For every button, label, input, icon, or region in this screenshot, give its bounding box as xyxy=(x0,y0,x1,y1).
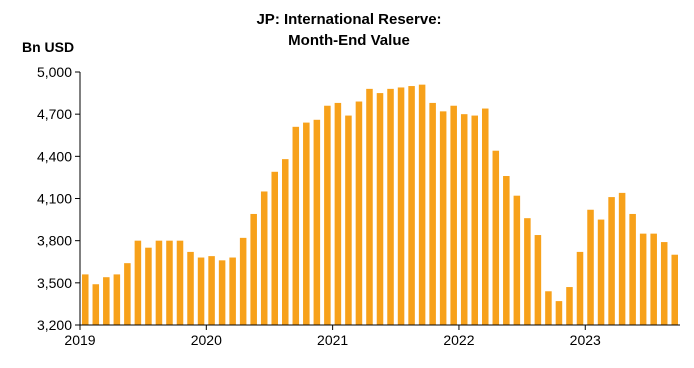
bar xyxy=(166,240,173,325)
bar xyxy=(366,88,373,326)
bar xyxy=(629,213,636,325)
bar xyxy=(460,114,468,325)
bar xyxy=(429,102,436,325)
bar xyxy=(439,111,447,325)
bar xyxy=(376,93,384,325)
x-tick-label: 2020 xyxy=(191,332,222,348)
bar xyxy=(124,263,131,325)
bar xyxy=(103,277,110,325)
y-tick-label: 3,500 xyxy=(37,275,72,291)
y-axis: 3,200 3,500 3,800 4,100 4,400 4,700 5,000 xyxy=(37,64,81,333)
bar xyxy=(397,87,405,326)
y-tick-label: 4,100 xyxy=(37,191,72,207)
y-tick-label: 3,800 xyxy=(37,233,72,249)
bar xyxy=(387,88,394,326)
chart-title-line1: JP: International Reserve: xyxy=(256,11,441,28)
y-axis-label: Bn USD xyxy=(22,39,74,55)
bar xyxy=(503,176,510,325)
bar xyxy=(608,197,615,325)
bar xyxy=(639,233,647,325)
x-tick-label: 2019 xyxy=(64,332,95,348)
x-tick-label: 2023 xyxy=(570,332,601,348)
bar xyxy=(260,191,268,325)
bar xyxy=(187,251,194,325)
bar xyxy=(239,237,247,325)
bar xyxy=(176,240,184,325)
bar xyxy=(313,119,321,325)
bar xyxy=(418,84,426,326)
bar xyxy=(250,213,257,325)
bar xyxy=(513,195,521,325)
bar xyxy=(555,301,563,325)
bar xyxy=(650,233,657,325)
bar xyxy=(218,260,226,325)
bar xyxy=(282,159,289,325)
bar xyxy=(271,171,278,325)
bar xyxy=(145,247,152,325)
bar xyxy=(597,219,605,325)
bar xyxy=(303,122,310,325)
bar xyxy=(524,218,531,325)
bar xyxy=(292,126,300,325)
bar xyxy=(450,105,457,325)
x-axis: 2019 2020 2021 2022 2023 xyxy=(64,324,680,348)
bar xyxy=(324,105,331,325)
bar xyxy=(229,257,236,325)
bar xyxy=(197,257,205,325)
x-tick-label: 2022 xyxy=(443,332,474,348)
bar xyxy=(534,235,542,325)
bar xyxy=(345,115,352,325)
chart-title-line2: Month-End Value xyxy=(288,32,410,49)
bar xyxy=(566,287,573,325)
bar xyxy=(134,240,142,325)
bar xyxy=(408,86,415,325)
bar xyxy=(471,115,478,325)
bar xyxy=(576,251,584,325)
y-tick-label: 3,200 xyxy=(37,317,72,333)
bar xyxy=(155,240,163,325)
bar xyxy=(671,254,678,325)
bars-group xyxy=(82,84,678,326)
bar xyxy=(113,274,121,325)
bar xyxy=(92,284,100,325)
y-tick-label: 4,700 xyxy=(37,106,72,122)
y-tick-label: 5,000 xyxy=(37,64,72,80)
bar xyxy=(482,108,489,325)
bar xyxy=(492,150,500,325)
bar xyxy=(660,242,668,325)
bar xyxy=(618,192,626,325)
bar xyxy=(82,274,89,325)
y-tick-label: 4,400 xyxy=(37,148,72,164)
bar xyxy=(587,209,594,325)
bar xyxy=(355,101,363,326)
bar xyxy=(208,256,215,325)
x-tick-label: 2021 xyxy=(317,332,348,348)
bar xyxy=(334,102,342,325)
bar xyxy=(545,291,552,325)
